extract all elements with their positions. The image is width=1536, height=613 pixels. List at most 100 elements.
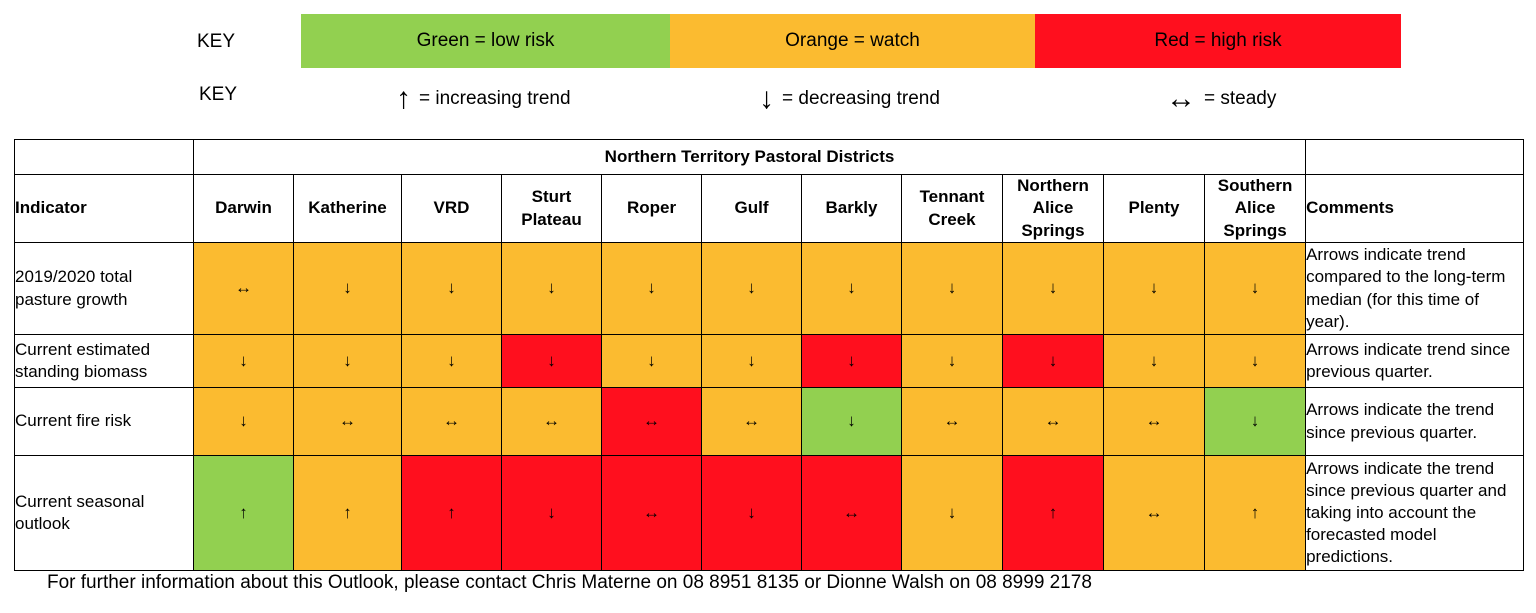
trend-key-steady: ↔ = steady (1166, 82, 1276, 116)
trend-arrow-icon: ↓ (1149, 350, 1159, 370)
trend-arrow-icon: ↓ (747, 350, 756, 370)
indicator-row: Current fire risk ↓ ↔ ↔ ↔ ↔ ↔ ↓ ↔ ↔ ↔ ↓ Arrows indic… (14, 387, 1525, 456)
risk-cell: ↓ (801, 387, 902, 456)
key-green-low-risk: Green = low risk (301, 14, 670, 68)
comments-header: Comments (1305, 174, 1525, 243)
trend-arrow-icon: ↔ (235, 278, 252, 298)
down-arrow-icon: ↓ (759, 82, 774, 115)
blank-header-cell (1305, 139, 1525, 175)
pastoral-districts-table: Northern Territory Pastoral Districts In… (14, 139, 1525, 571)
trend-arrow-icon: ↓ (547, 502, 556, 522)
trend-arrow-icon: ↔ (1145, 411, 1163, 431)
risk-cell: ↔ (401, 387, 502, 456)
risk-cell: ↓ (293, 334, 402, 388)
risk-cell: ↓ (193, 387, 294, 456)
trend-arrow-icon: ↓ (847, 350, 856, 370)
left-right-arrow-icon: ↔ (1166, 82, 1196, 115)
trend-arrow-icon: ↑ (1048, 502, 1058, 522)
risk-cell: ↔ (193, 242, 294, 335)
indicator-row: 2019/2020 total pasture growth ↔ ↓ ↓ ↓ ↓ ↓ ↓ ↓ ↓ ↓… (14, 242, 1525, 335)
trend-arrow-icon: ↑ (1250, 502, 1260, 522)
trend-arrow-icon: ↑ (239, 502, 248, 522)
district-header: Northern Alice Springs (1002, 174, 1104, 243)
trend-arrow-icon: ↓ (947, 502, 957, 522)
risk-cell: ↓ (1203, 334, 1307, 388)
risk-cell: ↓ (293, 242, 402, 335)
risk-cell: ↓ (401, 242, 502, 335)
trend-arrow-icon: ↓ (1250, 278, 1260, 298)
comment-cell: Arrows indicate trend since previous qua… (1305, 334, 1525, 388)
risk-cell: ↑ (193, 455, 294, 571)
comment-cell: Arrows indicate trend compared to the lo… (1305, 242, 1525, 335)
district-header: Roper (601, 174, 702, 243)
trend-arrow-icon: ↓ (1048, 350, 1058, 370)
risk-cell: ↓ (601, 242, 702, 335)
trend-arrow-icon: ↔ (743, 411, 760, 431)
indicator-name: Current seasonal outlook (14, 455, 194, 571)
trend-arrow-icon: ↓ (447, 350, 456, 370)
risk-cell: ↔ (601, 455, 702, 571)
trend-arrow-icon: ↓ (1048, 278, 1058, 298)
trend-arrow-icon: ↔ (843, 502, 860, 522)
district-header: Southern Alice Springs (1203, 174, 1307, 243)
footer-contact-info: For further information about this Outlo… (47, 572, 1092, 593)
risk-cell: ↓ (801, 242, 902, 335)
trend-arrow-icon: ↓ (747, 502, 756, 522)
risk-cell: ↓ (501, 455, 602, 571)
district-header: Katherine (293, 174, 402, 243)
risk-cell: ↓ (501, 242, 602, 335)
risk-cell: ↓ (601, 334, 702, 388)
trend-key-decreasing: ↓ = decreasing trend (759, 82, 940, 116)
comment-cell: Arrows indicate the trend since previous… (1305, 455, 1525, 571)
table-title: Northern Territory Pastoral Districts (192, 139, 1307, 175)
trend-arrow-icon: ↓ (847, 411, 856, 431)
indicator-name: 2019/2020 total pasture growth (14, 242, 194, 335)
blank-header-cell (14, 139, 194, 175)
district-header: Tennant Creek (901, 174, 1003, 243)
risk-cell: ↔ (801, 455, 902, 571)
trend-key-steady-text: = steady (1204, 88, 1277, 109)
trend-arrow-icon: ↓ (239, 411, 248, 431)
risk-cell: ↓ (801, 334, 902, 388)
risk-cell: ↔ (501, 387, 602, 456)
trend-arrow-icon: ↓ (343, 278, 352, 298)
risk-cell: ↔ (901, 387, 1003, 456)
risk-cell: ↓ (701, 242, 802, 335)
indicator-name: Current estimated standing biomass (14, 334, 194, 388)
trend-arrow-icon: ↑ (343, 502, 352, 522)
trend-arrow-icon: ↔ (339, 411, 356, 431)
indicator-name: Current fire risk (14, 387, 194, 456)
trend-arrow-icon: ↔ (643, 411, 660, 431)
trend-arrow-icon: ↓ (1250, 350, 1260, 370)
indicator-row: Current seasonal outlook ↑ ↑ ↑ ↓ ↔ ↓ ↔ ↓ ↑ ↔ ↑ Arrow… (14, 455, 1525, 571)
trend-arrow-icon: ↓ (847, 278, 856, 298)
key-orange-watch: Orange = watch (670, 14, 1035, 68)
risk-cell: ↓ (701, 334, 802, 388)
up-arrow-icon: ↑ (396, 82, 411, 115)
colour-key-label: KEY (197, 31, 236, 52)
risk-cell: ↓ (1203, 387, 1307, 456)
risk-cell: ↑ (1002, 455, 1104, 571)
district-header: Darwin (193, 174, 294, 243)
trend-arrow-icon: ↓ (747, 278, 756, 298)
district-header: Barkly (801, 174, 902, 243)
district-header: Plenty (1103, 174, 1205, 243)
trend-arrow-icon: ↓ (647, 350, 656, 370)
trend-arrow-icon: ↓ (547, 278, 556, 298)
risk-cell: ↓ (1103, 242, 1205, 335)
indicator-header: Indicator (14, 174, 194, 243)
trend-arrow-icon: ↓ (239, 350, 248, 370)
risk-cell: ↑ (1203, 455, 1307, 571)
risk-cell: ↔ (1103, 455, 1205, 571)
key-red-high-risk: Red = high risk (1035, 14, 1401, 68)
trend-arrow-icon: ↓ (947, 350, 957, 370)
risk-cell: ↓ (1203, 242, 1307, 335)
trend-arrow-icon: ↔ (943, 411, 961, 431)
trend-arrow-icon: ↔ (543, 411, 560, 431)
risk-cell: ↓ (901, 334, 1003, 388)
district-header: Gulf (701, 174, 802, 243)
risk-cell: ↔ (293, 387, 402, 456)
risk-cell: ↓ (1002, 334, 1104, 388)
risk-cell: ↓ (901, 242, 1003, 335)
risk-cell: ↓ (1002, 242, 1104, 335)
